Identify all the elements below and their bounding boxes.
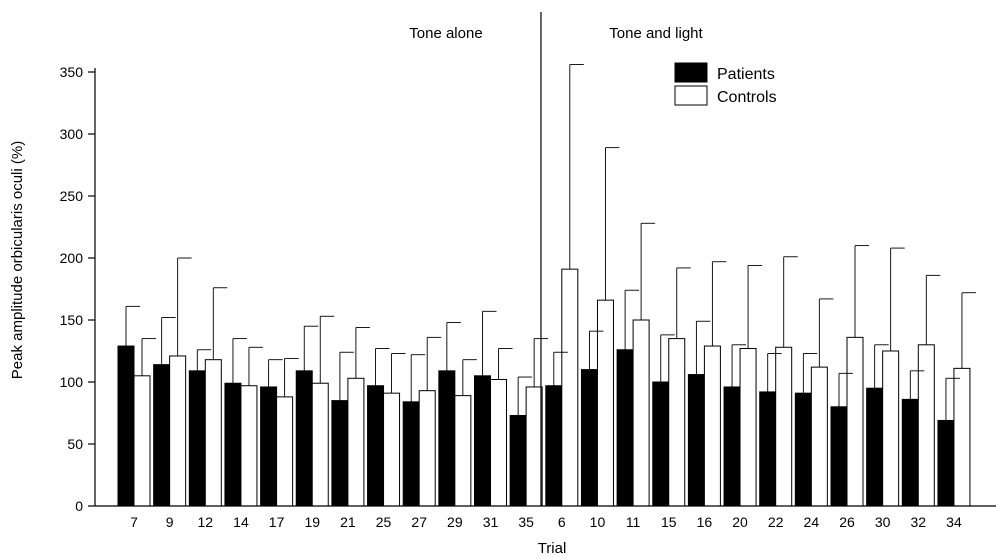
patients-bar <box>224 382 242 507</box>
legend-swatch-controls <box>674 85 708 106</box>
y-tick-label: 100 <box>60 374 84 390</box>
controls-bar <box>739 348 757 507</box>
x-tick-label: 10 <box>590 514 606 530</box>
x-tick-label: 30 <box>875 514 891 530</box>
controls-bar <box>775 346 793 507</box>
x-tick-label: 12 <box>198 514 214 530</box>
x-tick-label: 20 <box>732 514 748 530</box>
x-axis: 7 9 12 14 17 19 21 25 27 29 31 35 6 10 11 15 16 20 22 24 26 3… <box>95 505 996 530</box>
patients-bar <box>616 349 634 507</box>
patients-bar <box>153 364 171 507</box>
patients-bar <box>509 414 527 507</box>
controls-bar <box>169 355 187 507</box>
x-tick-label: 7 <box>130 514 138 530</box>
controls-bar <box>846 336 864 507</box>
x-tick-label: 16 <box>697 514 713 530</box>
x-tick-label: 31 <box>483 514 499 530</box>
patients-bar <box>830 406 848 507</box>
controls-bar <box>347 377 365 507</box>
patients-bar <box>295 370 313 507</box>
controls-bar <box>703 345 721 507</box>
x-tick-label: 9 <box>166 514 174 530</box>
x-tick-label: 34 <box>946 514 962 530</box>
controls-bar <box>668 338 686 507</box>
section-label: Tone alone <box>409 25 482 42</box>
x-tick-label: 22 <box>768 514 784 530</box>
legend-swatch-patients <box>674 62 708 83</box>
patients-bar <box>367 385 385 507</box>
section-label: Tone and light <box>609 25 703 42</box>
x-tick-label: 26 <box>839 514 855 530</box>
y-tick-label: 150 <box>60 312 84 328</box>
y-tick-label: 0 <box>75 498 83 514</box>
y-axis: 0 50 100 150 200 250 300 350 <box>60 64 96 514</box>
x-tick-label: 29 <box>447 514 463 530</box>
patients-bar <box>687 374 705 507</box>
x-tick-label: 19 <box>304 514 320 530</box>
patients-bar <box>474 375 491 507</box>
controls-bar <box>917 344 935 507</box>
patients-bar <box>794 392 812 507</box>
controls-bar <box>204 359 222 507</box>
controls-bar <box>454 395 472 507</box>
x-tick-label: 32 <box>911 514 927 530</box>
controls-bar <box>418 390 436 507</box>
controls-bar <box>810 366 828 507</box>
patients-bar <box>652 381 670 507</box>
x-tick-label: 11 <box>626 514 641 530</box>
controls-bar <box>632 319 650 507</box>
x-axis-title: Trial <box>538 540 567 557</box>
controls-bar <box>882 350 900 507</box>
x-tick-label: 6 <box>558 514 566 530</box>
x-tick-label: 24 <box>804 514 820 530</box>
patients-bar <box>331 400 349 507</box>
controls-bar <box>133 375 151 507</box>
controls-bar <box>561 268 579 507</box>
controls-bar <box>240 385 258 507</box>
patients-bar <box>759 391 777 507</box>
y-tick-label: 50 <box>67 436 83 452</box>
patients-bar <box>545 385 563 507</box>
patients-bar <box>580 369 598 507</box>
bars <box>117 268 971 507</box>
x-tick-label: 14 <box>233 514 249 530</box>
patients-bar <box>117 345 135 507</box>
x-tick-label: 25 <box>376 514 392 530</box>
patients-bar <box>723 386 741 507</box>
controls-bar <box>276 396 294 507</box>
legend: Patients Controls <box>674 62 777 106</box>
controls-bar <box>311 382 329 507</box>
y-axis-title: Peak amplitude orbicularis oculi (%) <box>9 141 26 379</box>
patients-bar <box>866 387 884 507</box>
controls-bar <box>383 392 401 507</box>
y-tick-label: 250 <box>60 188 84 204</box>
patients-bar <box>260 386 278 507</box>
patients-bar <box>188 370 206 507</box>
patients-bar <box>937 419 955 507</box>
controls-bar <box>953 367 971 507</box>
x-tick-label: 15 <box>661 514 677 530</box>
y-tick-label: 300 <box>60 126 84 142</box>
legend-label-patients: Patients <box>717 66 775 83</box>
x-tick-label: 21 <box>340 514 356 530</box>
x-tick-label: 17 <box>269 514 285 530</box>
x-tick-label: 35 <box>518 514 534 530</box>
error-bars <box>125 64 976 421</box>
legend-label-controls: Controls <box>717 89 777 106</box>
x-tick-label: 27 <box>411 514 427 530</box>
controls-bar <box>490 379 507 507</box>
patients-bar <box>901 398 919 507</box>
y-tick-label: 350 <box>60 64 84 80</box>
patients-bar <box>438 370 456 507</box>
section-labels: Tone alone Tone and light <box>409 25 703 42</box>
patients-bar <box>402 401 420 507</box>
controls-bar <box>525 386 543 507</box>
y-tick-label: 200 <box>60 250 84 266</box>
